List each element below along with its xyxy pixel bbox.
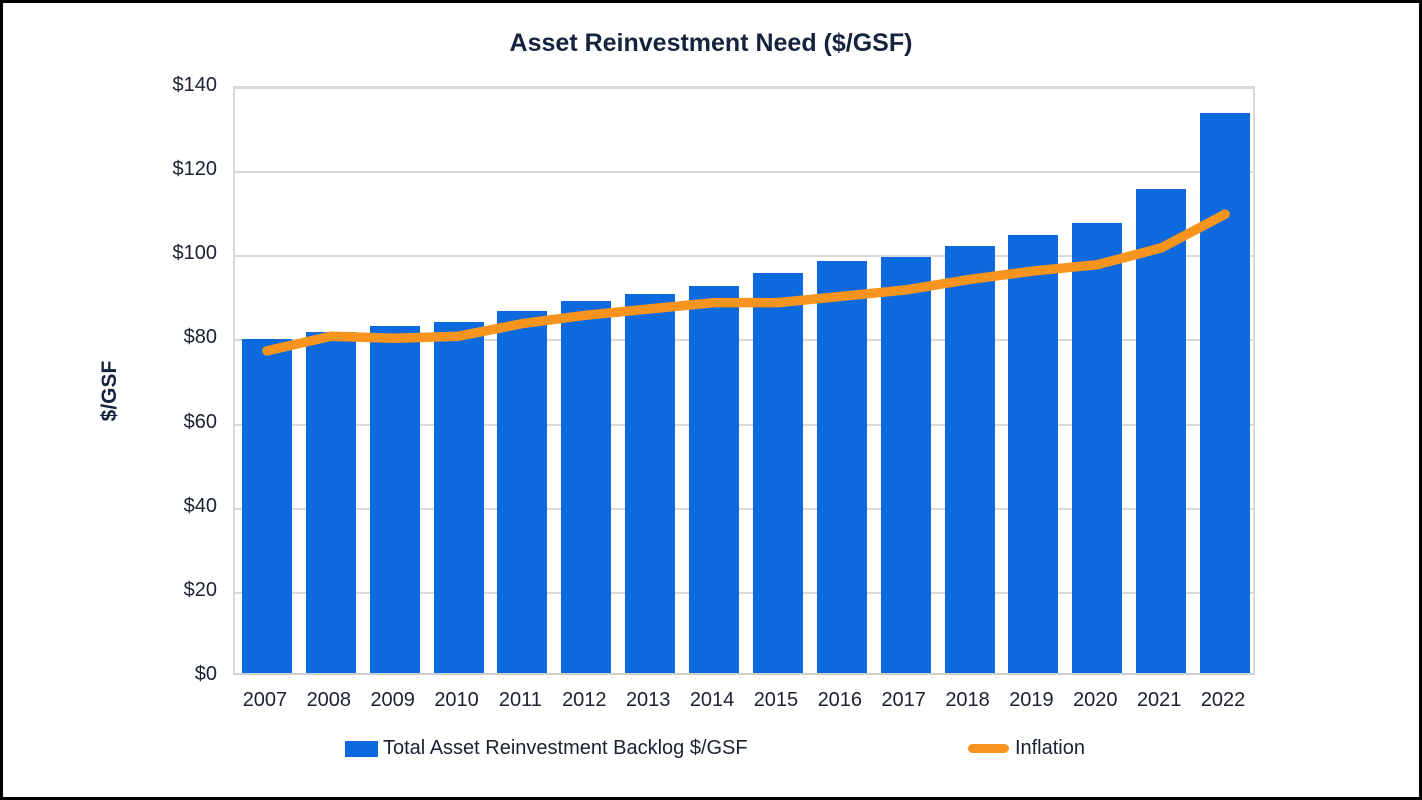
x-tick-label-2012: 2012 bbox=[562, 689, 607, 711]
x-tick-label-2020: 2020 bbox=[1073, 689, 1118, 711]
bar-2011 bbox=[497, 311, 548, 673]
bar-2016 bbox=[816, 260, 867, 673]
gridline-100 bbox=[235, 255, 1253, 258]
gridline-140 bbox=[235, 87, 1253, 89]
x-tick-label-2016: 2016 bbox=[817, 689, 863, 711]
x-tick-label-2021: 2021 bbox=[1136, 689, 1182, 711]
bar-2009 bbox=[369, 325, 420, 673]
legend-item-backlog: Total Asset Reinvestment Backlog $/GSF bbox=[345, 737, 748, 760]
bar-2014 bbox=[689, 285, 740, 673]
x-tick-label-2019: 2019 bbox=[1009, 689, 1054, 711]
x-tick-label-2009: 2009 bbox=[370, 689, 415, 711]
bar-2015 bbox=[752, 273, 803, 673]
bar-2020 bbox=[1072, 222, 1123, 673]
inflation-line-path bbox=[262, 209, 1230, 356]
legend-item-inflation: Inflation bbox=[967, 737, 1085, 760]
x-tick-label-2013: 2013 bbox=[625, 689, 671, 711]
y-tick-label-140: $140 bbox=[172, 74, 218, 96]
gridline-20 bbox=[235, 591, 1253, 594]
bar-2013 bbox=[625, 294, 676, 673]
plot-area bbox=[233, 86, 1255, 675]
y-tick-label-20: $20 bbox=[183, 578, 217, 601]
x-tick-label-2018: 2018 bbox=[945, 689, 990, 711]
x-tick-label-2014: 2014 bbox=[689, 689, 735, 711]
gridline-40 bbox=[235, 507, 1253, 510]
bar-2010 bbox=[433, 321, 484, 673]
bar-series-swatch-icon bbox=[345, 740, 378, 757]
bar-2021 bbox=[1136, 189, 1187, 673]
bar-2007 bbox=[241, 338, 292, 673]
x-tick-label-2011: 2011 bbox=[498, 689, 542, 711]
y-tick-label-0: $0 bbox=[194, 663, 217, 685]
line-series-swatch-icon bbox=[967, 744, 1009, 753]
x-tick-label-2008: 2008 bbox=[306, 689, 352, 711]
bar-2019 bbox=[1008, 235, 1059, 673]
legend-line-label: Inflation bbox=[1014, 737, 1085, 759]
gridline-80 bbox=[235, 339, 1253, 342]
chart-legend: Total Asset Reinvestment Backlog $/GSF I… bbox=[345, 737, 1085, 760]
bar-2017 bbox=[880, 256, 931, 673]
gridline-60 bbox=[235, 423, 1253, 426]
chart-title: Asset Reinvestment Need ($/GSF) bbox=[509, 29, 913, 57]
x-tick-label-2022: 2022 bbox=[1200, 689, 1246, 711]
x-tick-label-2015: 2015 bbox=[753, 689, 799, 711]
x-tick-label-2010: 2010 bbox=[434, 689, 479, 711]
legend-bar-label: Total Asset Reinvestment Backlog $/GSF bbox=[383, 737, 748, 759]
y-tick-label-100: $100 bbox=[172, 242, 218, 265]
x-tick-label-2017: 2017 bbox=[881, 689, 926, 711]
bar-2008 bbox=[305, 332, 356, 673]
y-tick-label-80: $80 bbox=[183, 326, 217, 349]
y-tick-label-40: $40 bbox=[183, 494, 217, 517]
bar-2022 bbox=[1200, 113, 1251, 673]
x-tick-label-2007: 2007 bbox=[242, 689, 288, 711]
gridline-120 bbox=[235, 171, 1253, 174]
y-tick-label-60: $60 bbox=[183, 410, 217, 433]
inflation-line bbox=[262, 209, 1230, 356]
bar-2012 bbox=[561, 300, 612, 673]
bar-2018 bbox=[944, 245, 995, 673]
y-tick-label-120: $120 bbox=[172, 158, 218, 181]
